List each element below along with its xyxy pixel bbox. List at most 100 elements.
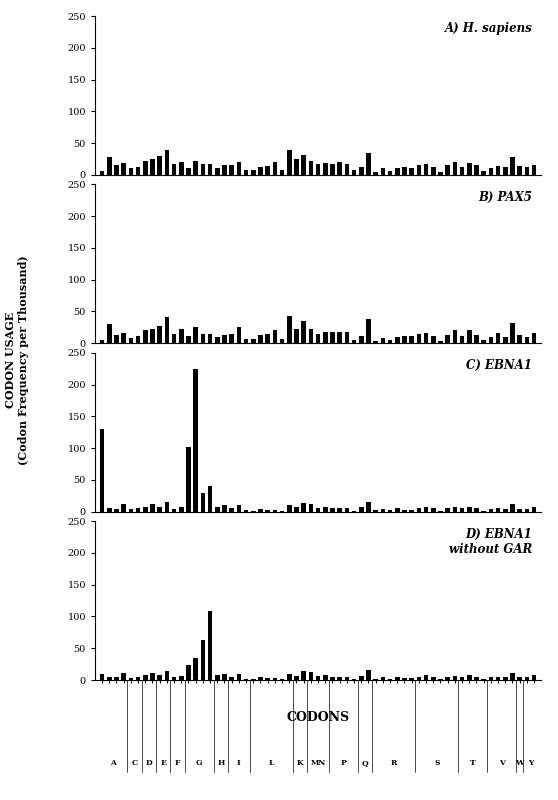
Bar bbox=[416, 677, 421, 680]
Bar bbox=[330, 509, 335, 512]
Bar bbox=[157, 675, 162, 680]
Bar bbox=[395, 168, 400, 175]
Text: B) PAX5: B) PAX5 bbox=[478, 190, 532, 204]
Bar bbox=[344, 332, 349, 343]
Bar bbox=[215, 168, 220, 175]
Bar bbox=[316, 676, 320, 680]
X-axis label: CODONS: CODONS bbox=[286, 710, 350, 723]
Bar bbox=[532, 506, 536, 512]
Bar bbox=[157, 157, 162, 175]
Bar bbox=[258, 335, 263, 343]
Bar bbox=[474, 508, 479, 512]
Bar bbox=[402, 510, 407, 512]
Bar bbox=[460, 677, 464, 680]
Bar bbox=[488, 678, 493, 680]
Bar bbox=[251, 170, 256, 175]
Bar bbox=[193, 161, 198, 175]
Bar bbox=[143, 675, 148, 680]
Bar bbox=[301, 321, 306, 343]
Bar bbox=[150, 504, 155, 512]
Bar bbox=[488, 509, 493, 512]
Bar bbox=[309, 504, 313, 512]
Bar bbox=[150, 159, 155, 175]
Bar bbox=[107, 158, 112, 175]
Bar bbox=[172, 334, 176, 343]
Bar bbox=[157, 506, 162, 512]
Bar bbox=[136, 677, 141, 680]
Bar bbox=[517, 166, 522, 175]
Bar bbox=[431, 509, 436, 512]
Bar bbox=[280, 170, 285, 175]
Bar bbox=[200, 640, 205, 680]
Bar bbox=[525, 337, 529, 343]
Bar bbox=[510, 322, 515, 343]
Bar bbox=[265, 166, 270, 175]
Bar bbox=[287, 674, 292, 680]
Text: P: P bbox=[340, 759, 346, 767]
Bar bbox=[416, 508, 421, 512]
Bar bbox=[474, 677, 479, 680]
Bar bbox=[330, 333, 335, 343]
Bar bbox=[258, 678, 263, 680]
Bar bbox=[460, 166, 464, 175]
Bar bbox=[431, 677, 436, 680]
Bar bbox=[323, 332, 328, 343]
Bar bbox=[100, 171, 104, 175]
Bar bbox=[373, 510, 378, 512]
Bar bbox=[330, 677, 335, 680]
Bar bbox=[265, 510, 270, 512]
Bar bbox=[309, 161, 313, 175]
Bar bbox=[488, 168, 493, 175]
Bar bbox=[143, 506, 148, 512]
Bar bbox=[280, 339, 285, 343]
Bar bbox=[366, 319, 371, 343]
Bar bbox=[272, 330, 277, 343]
Bar bbox=[424, 506, 429, 512]
Bar bbox=[265, 334, 270, 343]
Bar bbox=[344, 677, 349, 680]
Bar bbox=[402, 167, 407, 175]
Bar bbox=[416, 334, 421, 343]
Bar bbox=[316, 508, 320, 512]
Bar bbox=[338, 333, 342, 343]
Bar bbox=[215, 506, 220, 512]
Bar bbox=[165, 502, 169, 512]
Bar bbox=[114, 509, 119, 512]
Bar bbox=[237, 162, 241, 175]
Bar bbox=[424, 675, 429, 680]
Bar bbox=[388, 510, 392, 512]
Bar bbox=[445, 166, 450, 175]
Bar bbox=[100, 674, 104, 680]
Bar bbox=[179, 162, 184, 175]
Text: G: G bbox=[196, 759, 203, 767]
Bar bbox=[410, 510, 414, 512]
Bar bbox=[532, 675, 536, 680]
Bar bbox=[186, 665, 191, 680]
Bar bbox=[107, 324, 112, 343]
Bar bbox=[165, 150, 169, 175]
Bar bbox=[431, 336, 436, 343]
Bar bbox=[467, 675, 472, 680]
Bar bbox=[244, 510, 248, 512]
Bar bbox=[373, 172, 378, 175]
Bar bbox=[352, 340, 357, 343]
Bar bbox=[474, 166, 479, 175]
Bar bbox=[503, 509, 508, 512]
Bar bbox=[510, 673, 515, 680]
Bar bbox=[215, 675, 220, 680]
Bar bbox=[222, 674, 227, 680]
Bar bbox=[222, 166, 227, 175]
Bar bbox=[395, 337, 400, 343]
Bar bbox=[338, 162, 342, 175]
Bar bbox=[359, 676, 364, 680]
Bar bbox=[309, 330, 313, 343]
Text: Q: Q bbox=[362, 759, 368, 767]
Bar bbox=[410, 168, 414, 175]
Bar bbox=[294, 159, 299, 175]
Bar bbox=[287, 316, 292, 343]
Bar bbox=[114, 166, 119, 175]
Bar bbox=[100, 340, 104, 343]
Bar bbox=[359, 507, 364, 512]
Bar bbox=[467, 163, 472, 175]
Bar bbox=[244, 678, 248, 680]
